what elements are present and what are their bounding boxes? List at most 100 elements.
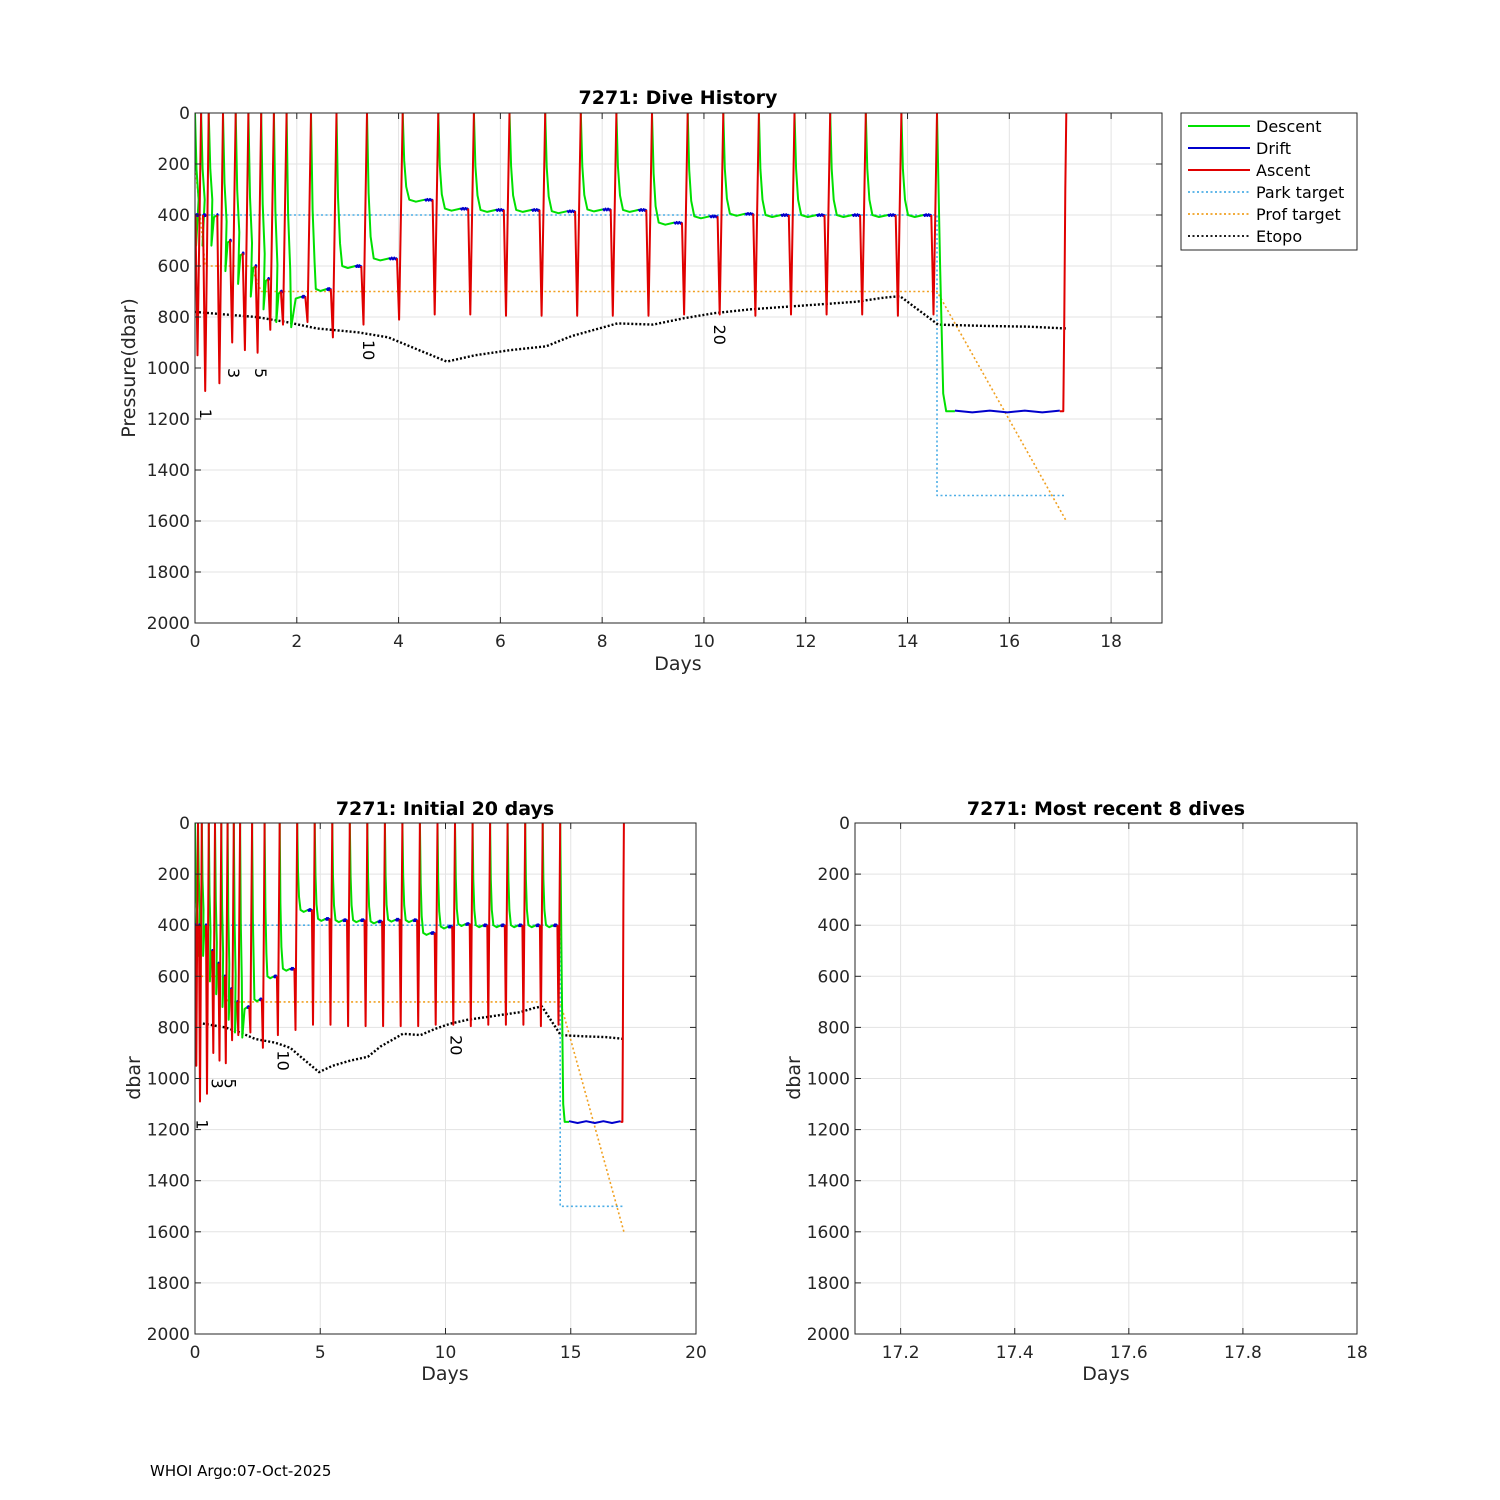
ascent-line: [198, 823, 203, 1103]
descent-line: [239, 823, 249, 1039]
drift-line: [851, 213, 861, 217]
descent-line: [247, 113, 257, 298]
descent-line: [335, 113, 356, 269]
descent-line: [524, 823, 537, 929]
descent-line: [222, 113, 232, 273]
descent-line: [296, 823, 309, 913]
drift-line: [459, 206, 469, 211]
descent-line: [207, 113, 219, 247]
y-tick-label: 200: [818, 865, 850, 885]
descent-line: [278, 823, 291, 972]
y-tick-label: 1000: [147, 1070, 190, 1090]
x-tick-label: 2: [291, 632, 302, 652]
etopo-line: [195, 294, 1067, 363]
descent-line: [615, 113, 639, 213]
x-tick-label: 6: [495, 632, 506, 652]
dive-history-panel: 7271: Dive History Days Pressure(dbar) 1…: [118, 87, 1163, 675]
x-tick-label: 16: [998, 632, 1020, 652]
y-tick-label: 2000: [147, 614, 190, 634]
cycle-label: 1: [196, 409, 215, 419]
drift-line: [568, 1120, 621, 1124]
y-tick-label: 2000: [807, 1325, 850, 1345]
descent-line: [313, 823, 327, 922]
y-tick-label: 1000: [807, 1070, 850, 1090]
descent-line: [401, 823, 414, 924]
ascent-line: [396, 113, 404, 321]
x-tick-label: 10: [693, 632, 715, 652]
x-tick-label: 0: [190, 1343, 201, 1363]
ascent-line: [195, 823, 199, 1067]
y-tick-label: 1200: [147, 410, 190, 430]
descent-line: [559, 823, 569, 1123]
y-tick-label: 600: [158, 967, 190, 987]
y-tick-label: 1400: [147, 1172, 190, 1192]
ascent-line: [467, 113, 475, 316]
descent-line: [401, 113, 425, 203]
ascent-line: [502, 113, 511, 317]
recent-8-dives-xlabel: Days: [1082, 1363, 1129, 1385]
ascent-line: [538, 823, 544, 1028]
descent-line: [348, 823, 362, 924]
y-tick-label: 0: [179, 104, 190, 124]
ascent-line: [381, 823, 386, 1028]
ascent-line: [229, 113, 237, 344]
y-tick-label: 1800: [147, 563, 190, 583]
descent-line: [437, 113, 461, 212]
ascent-line: [538, 113, 547, 317]
x-tick-label: 5: [315, 1343, 326, 1363]
x-tick-label: 10: [435, 1343, 457, 1363]
x-tick-label: 17.6: [1110, 1343, 1148, 1363]
drift-line: [566, 209, 576, 214]
y-tick-label: 400: [818, 916, 850, 936]
ascent-line: [260, 823, 266, 1049]
descent-line: [285, 113, 303, 329]
ascent-line: [431, 113, 440, 316]
descent-line: [472, 113, 497, 213]
descent-line: [251, 823, 261, 1003]
x-tick-label: 4: [393, 632, 404, 652]
x-tick-label: 12: [795, 632, 817, 652]
initial-20-days-xlabel: Days: [421, 1363, 468, 1385]
data-layer: [195, 113, 1068, 522]
ascent-line: [216, 113, 224, 385]
ascent-line: [241, 113, 250, 352]
ascent-line: [1059, 113, 1068, 413]
descent-line: [263, 823, 275, 980]
drift-line: [708, 214, 719, 219]
ascent-line: [230, 823, 235, 1042]
legend-label: Prof target: [1256, 205, 1341, 224]
cycle-label: 10: [359, 340, 378, 360]
ascent-line: [894, 113, 903, 317]
descent-line: [234, 113, 245, 285]
ascent-line: [293, 823, 299, 1031]
drift-line: [744, 212, 754, 216]
ascent-line: [254, 113, 263, 354]
y-tick-label: 1600: [807, 1223, 850, 1243]
drift-line: [388, 256, 398, 261]
legend-label: Etopo: [1256, 227, 1302, 246]
y-tick-label: 0: [839, 814, 850, 834]
drift-line: [815, 213, 826, 217]
footer-note: WHOI Argo:07-Oct-2025: [150, 1462, 331, 1480]
dive-history-xlabel: Days: [654, 653, 701, 675]
drift-line: [423, 197, 434, 202]
y-tick-label: 1400: [807, 1172, 850, 1192]
ascent-line: [310, 823, 316, 1026]
descent-line: [260, 113, 270, 311]
recent-8-dives-title: 7271: Most recent 8 dives: [967, 798, 1245, 820]
drift-line: [495, 208, 505, 212]
y-tick-label: 600: [818, 967, 850, 987]
x-tick-label: 17.8: [1224, 1343, 1262, 1363]
legend: Descent Drift Ascent Park target Prof target…: [1180, 112, 1358, 251]
ascent-line: [468, 823, 474, 1028]
ascent-line: [248, 823, 254, 1034]
ascent-line: [645, 113, 653, 317]
ascent-line: [217, 823, 223, 1062]
descent-line: [366, 113, 390, 262]
descent-line: [936, 113, 955, 413]
drift-line: [530, 208, 541, 212]
ascent-line: [205, 823, 210, 1095]
drift-line: [602, 207, 612, 212]
y-tick-label: 600: [158, 257, 190, 277]
